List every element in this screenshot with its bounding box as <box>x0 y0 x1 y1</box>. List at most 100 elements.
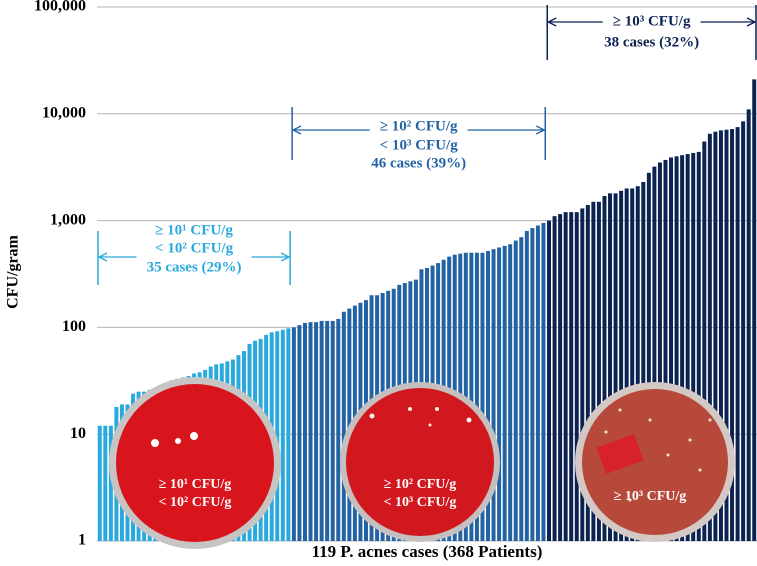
y-axis-label: CFU/gram <box>5 234 22 308</box>
colony <box>435 407 439 411</box>
annotations: ≥ 10¹ CFU/g < 10² CFU/g 35 cases (29%) ≥ 10… <box>97 5 757 285</box>
colony <box>369 413 375 419</box>
bar <box>519 237 524 541</box>
annotation-text: 38 cases (32%) <box>604 34 699 50</box>
dish-label: < 10³ CFU/g <box>384 495 457 510</box>
bar <box>608 193 613 541</box>
bar <box>630 188 635 541</box>
x-axis-label: 119 P. acnes cases (368 Patients) <box>312 542 543 561</box>
bar <box>541 222 546 541</box>
bar <box>480 252 485 541</box>
bar <box>103 425 108 541</box>
colony <box>408 407 412 411</box>
bar <box>308 322 313 541</box>
bar <box>585 204 590 541</box>
bar <box>563 212 568 542</box>
bar <box>746 109 751 541</box>
bar <box>524 230 529 541</box>
bar <box>591 201 596 541</box>
bar <box>302 322 307 541</box>
annotation-text: 46 cases (39%) <box>371 155 466 171</box>
bar <box>641 181 646 541</box>
bar <box>702 141 707 541</box>
bar <box>669 157 674 541</box>
bar <box>97 425 102 541</box>
colony <box>688 438 692 442</box>
bar <box>646 172 651 542</box>
bar <box>569 212 574 542</box>
colony <box>698 468 702 472</box>
bar <box>552 216 557 541</box>
bar <box>663 159 668 541</box>
bar <box>624 188 629 541</box>
bar <box>558 214 563 541</box>
bar <box>535 225 540 542</box>
bar <box>530 228 535 541</box>
bar <box>691 152 696 542</box>
colony <box>604 430 608 434</box>
bar <box>724 129 729 541</box>
colony <box>190 432 198 440</box>
dish-label: ≥ 10³ CFU/g <box>614 489 687 504</box>
colony <box>175 438 181 444</box>
bar <box>674 156 679 541</box>
annotation-text: ≥ 10² CFU/g <box>380 118 458 134</box>
y-tick-label: 10 <box>70 425 86 442</box>
dish <box>116 384 274 542</box>
dish-label: ≥ 10¹ CFU/g <box>159 477 232 492</box>
colony <box>628 498 632 502</box>
bar <box>486 250 491 541</box>
arrow-head <box>97 252 108 262</box>
arrow-head <box>546 17 557 27</box>
petri-dishes: ≥ 10¹ CFU/g < 10² CFU/g ≥ 10² CFU/g < 10³ C… <box>109 377 735 549</box>
dish <box>582 389 728 535</box>
arrow-head <box>280 252 291 262</box>
y-tick-label: 1 <box>78 532 86 549</box>
bar <box>280 329 285 541</box>
colony <box>648 418 652 422</box>
bar <box>713 131 718 541</box>
bar <box>547 220 552 541</box>
bar <box>286 328 291 541</box>
y-tick-label: 10,000 <box>42 104 86 121</box>
bar <box>497 247 502 541</box>
bar <box>508 244 513 541</box>
bar <box>602 195 607 542</box>
arrow-head <box>291 125 302 135</box>
bar <box>330 320 335 541</box>
dish <box>346 388 494 536</box>
y-tick-label: 100,000 <box>34 0 86 15</box>
bar <box>314 322 319 541</box>
bar <box>652 166 657 542</box>
bar <box>580 208 585 541</box>
colony <box>428 423 432 427</box>
bar <box>657 162 662 541</box>
annotation-text: ≥ 10¹ CFU/g <box>155 222 233 238</box>
bar <box>613 193 618 541</box>
annotation-text: ≥ 10³ CFU/g <box>613 13 691 29</box>
dish-label: ≥ 10² CFU/g <box>384 477 457 492</box>
bar <box>574 212 579 542</box>
bar <box>735 127 740 541</box>
colony <box>151 439 159 447</box>
dish-label: < 10² CFU/g <box>159 495 232 510</box>
bar <box>297 325 302 541</box>
bar <box>336 318 341 541</box>
bar <box>741 121 746 541</box>
bar <box>341 311 346 541</box>
bar <box>635 186 640 541</box>
annotation-text: < 10² CFU/g <box>155 240 234 256</box>
arrow-head <box>535 125 546 135</box>
bar <box>474 252 479 541</box>
bar <box>513 240 518 541</box>
bar <box>596 201 601 541</box>
bar <box>730 129 735 541</box>
y-tick-label: 100 <box>62 318 86 335</box>
bar <box>685 154 690 541</box>
bar <box>491 249 496 541</box>
bar <box>752 79 757 542</box>
bar <box>680 155 685 542</box>
dish-spot <box>596 434 644 474</box>
bar <box>718 130 723 541</box>
colony <box>466 417 472 423</box>
